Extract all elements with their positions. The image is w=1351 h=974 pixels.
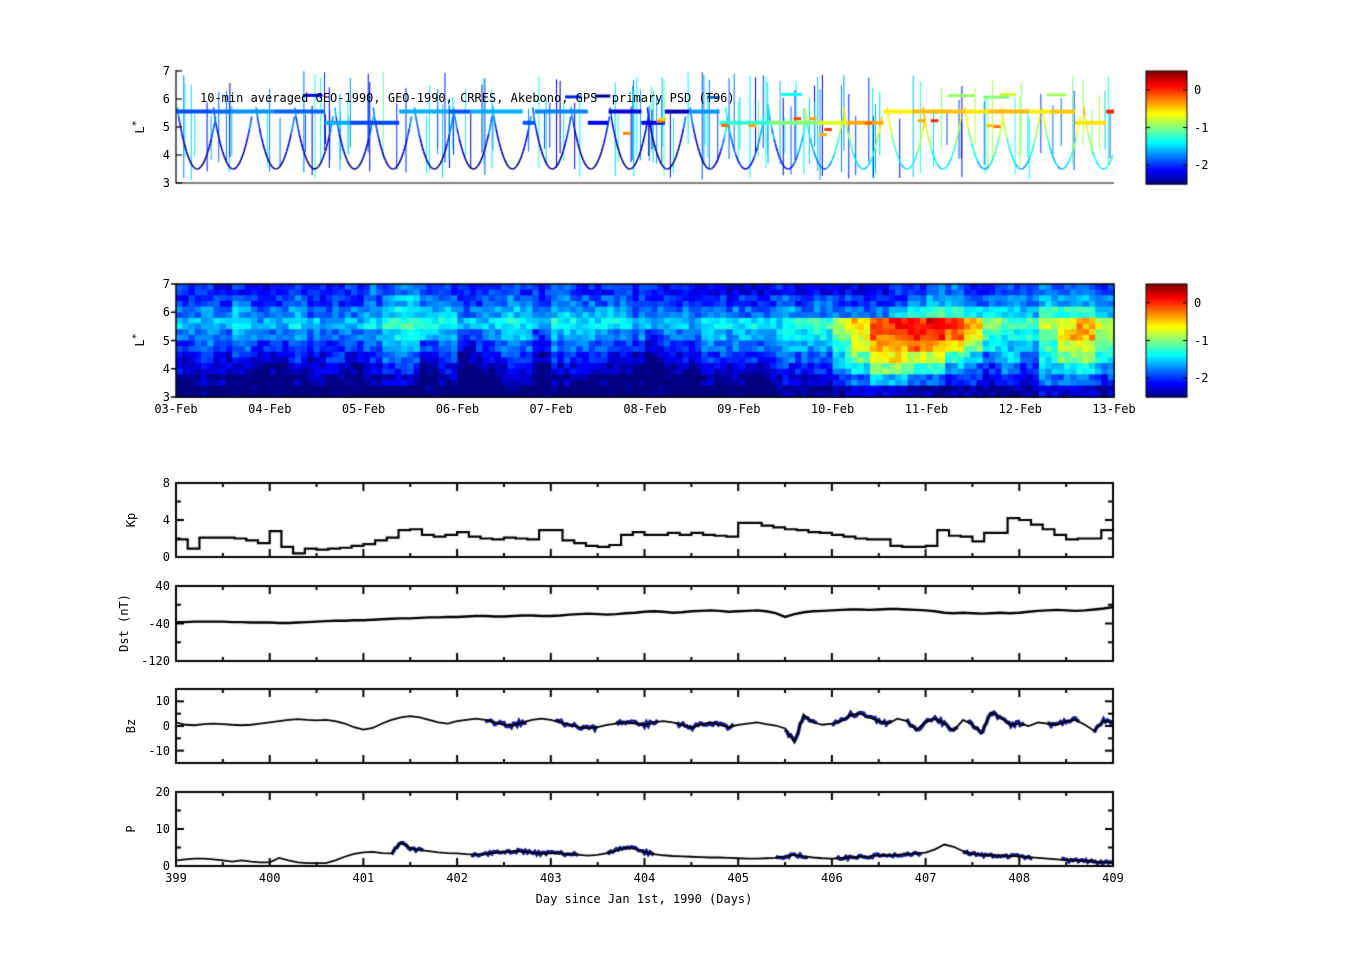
- date-tick-label: 09-Feb: [717, 402, 761, 416]
- date-tick-label: 13-Feb: [1092, 402, 1136, 416]
- kp-panel: [176, 483, 1113, 557]
- dst-panel: [176, 586, 1113, 661]
- y-tick-label: 4: [162, 361, 170, 376]
- date-tick-label: 03-Feb: [154, 402, 198, 416]
- x-tick-label: 404: [633, 871, 656, 885]
- bz-panel: [176, 689, 1113, 763]
- psd-heatmap-panel: [176, 284, 1114, 397]
- y-tick-label: 40: [155, 579, 170, 593]
- y-tick-label: 8: [162, 476, 170, 490]
- y-tick-label: 5: [162, 120, 170, 134]
- y-tick-label: 0: [162, 550, 170, 564]
- colorbar-heatmap: [1146, 284, 1187, 397]
- p-panel: [176, 792, 1113, 866]
- x-axis-label: Day since Jan 1st, 1990 (Days): [535, 892, 753, 906]
- x-tick-label: 408: [1008, 871, 1031, 885]
- y-tick-label: 0: [162, 719, 170, 733]
- date-tick-label: 12-Feb: [998, 402, 1042, 416]
- date-tick-label: 05-Feb: [341, 402, 386, 416]
- y-tick-label: 5: [162, 333, 170, 348]
- colorbar-scatter: [1146, 71, 1187, 184]
- y-tick-label: 4: [162, 513, 170, 527]
- x-tick-label: 406: [821, 871, 843, 885]
- x-tick-label: 402: [446, 871, 468, 885]
- date-tick-label: 10-Feb: [810, 402, 855, 416]
- colorbar-tick-label: -1: [1194, 333, 1209, 348]
- date-tick-label: 07-Feb: [529, 402, 573, 416]
- date-tick-label: 06-Feb: [435, 402, 480, 416]
- x-tick-label: 409: [1102, 871, 1124, 885]
- y-tick-label: -40: [148, 616, 170, 631]
- y-tick-label: 7: [162, 64, 170, 78]
- psd-scatter-panel: [176, 71, 1114, 183]
- y-tick-label: 10: [155, 822, 170, 836]
- panel-title: 10-min averaged GEO-1990, GEO-1990, CRRE…: [200, 91, 735, 105]
- y-tick-label: 20: [155, 785, 170, 799]
- x-tick-label: 400: [258, 871, 281, 885]
- date-tick-label: 11-Feb: [904, 402, 949, 416]
- x-tick-label: 403: [539, 871, 562, 885]
- y-tick-label: -10: [148, 743, 170, 758]
- y-tick-label: 6: [162, 92, 170, 106]
- y-tick-label: 0: [162, 859, 170, 873]
- date-tick-label: 04-Feb: [248, 402, 292, 416]
- colorbar-tick-label: -2: [1194, 371, 1209, 386]
- x-tick-label: 405: [727, 871, 750, 885]
- colorbar-tick-label: -2: [1194, 158, 1209, 173]
- y-tick-label: -120: [141, 654, 170, 668]
- y-tick-label: 4: [162, 148, 170, 162]
- colorbar-tick-label: 0: [1194, 295, 1202, 310]
- y-tick-label: 3: [162, 176, 170, 190]
- colorbar-tick-label: 0: [1194, 82, 1202, 97]
- y-tick-label: 3: [162, 390, 170, 404]
- y-tick-label: 10: [155, 694, 170, 709]
- x-tick-label: 407: [914, 871, 937, 885]
- y-tick-label: 6: [162, 305, 170, 320]
- x-tick-label: 399: [165, 871, 187, 885]
- date-tick-label: 08-Feb: [623, 402, 667, 416]
- colorbar-tick-label: -1: [1194, 120, 1209, 135]
- x-tick-label: 401: [352, 871, 375, 885]
- y-tick-label: 7: [162, 277, 170, 291]
